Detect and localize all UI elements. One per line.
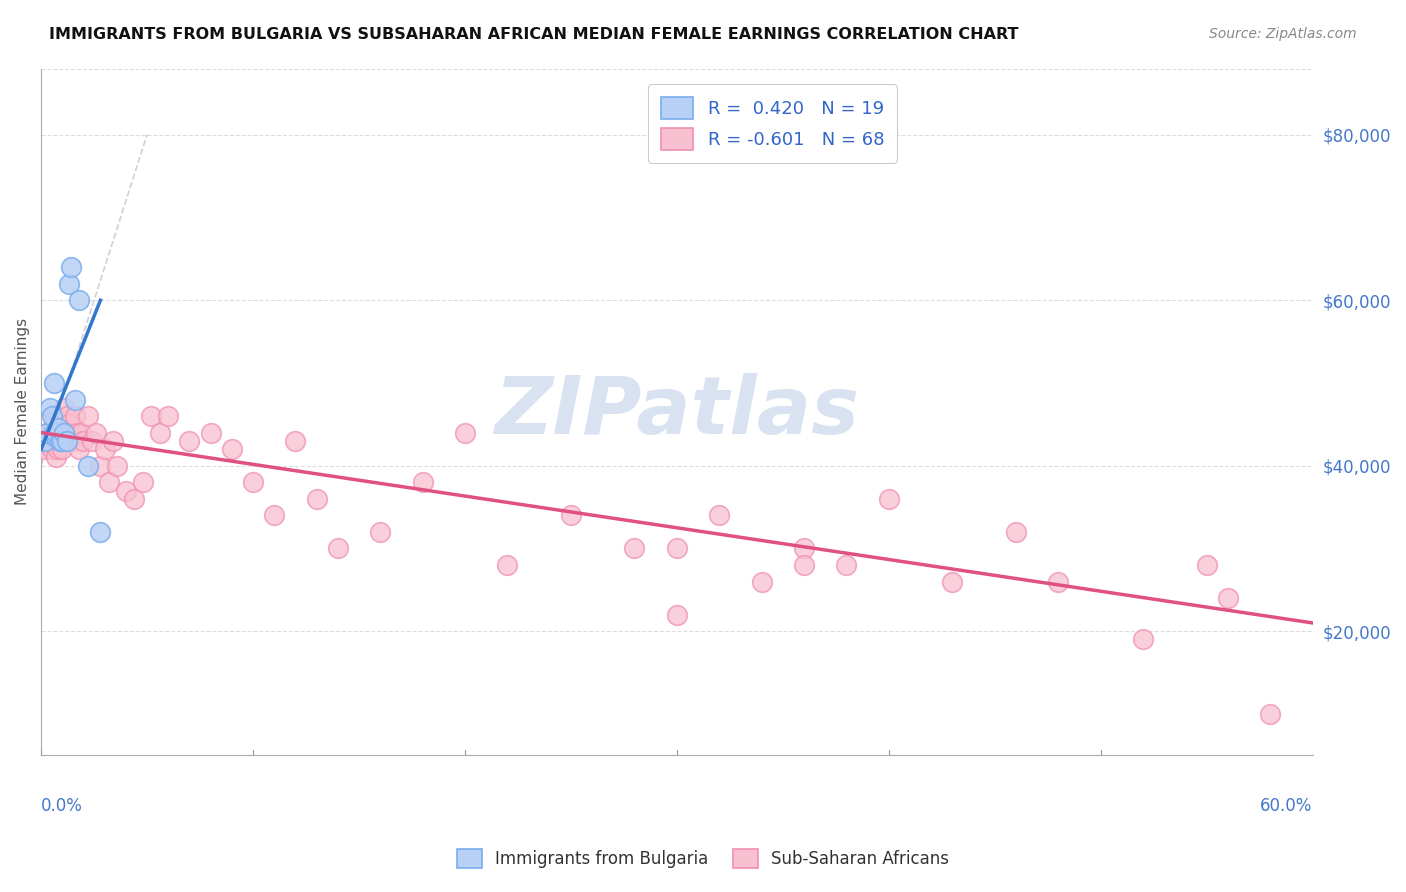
Point (45, 434, 67, 448)
Point (97, 475, 120, 490)
Point (941, 574, 963, 589)
Point (72, 434, 94, 448)
Text: IMMIGRANTS FROM BULGARIA VS SUBSAHARAN AFRICAN MEDIAN FEMALE EARNINGS CORRELATIO: IMMIGRANTS FROM BULGARIA VS SUBSAHARAN A… (49, 27, 1019, 42)
Point (1216, 591, 1239, 606)
Point (141, 409, 163, 423)
Text: Source: ZipAtlas.com: Source: ZipAtlas.com (1209, 27, 1357, 41)
Point (67, 293, 90, 308)
Point (665, 541, 688, 556)
Point (496, 558, 519, 572)
Point (45, 425, 67, 440)
Point (179, 434, 201, 448)
Point (326, 541, 349, 556)
Point (38, 434, 60, 448)
Point (42, 409, 65, 423)
Point (42, 376, 65, 390)
Point (42, 425, 65, 440)
Y-axis label: Median Female Earnings: Median Female Earnings (15, 318, 30, 506)
Point (115, 483, 138, 498)
Point (49, 434, 72, 448)
Point (751, 574, 773, 589)
Point (263, 508, 285, 523)
Point (89, 524, 111, 539)
Legend: R =  0.420   N = 19, R = -0.601   N = 68: R = 0.420 N = 19, R = -0.601 N = 68 (648, 85, 897, 162)
Point (84, 425, 107, 440)
Point (34, 442, 56, 457)
Point (1258, 706, 1281, 721)
Point (1195, 558, 1218, 572)
Point (284, 434, 307, 448)
Point (1005, 524, 1028, 539)
Point (46, 430, 69, 444)
Point (793, 558, 815, 572)
Point (46, 442, 69, 457)
Point (242, 475, 264, 490)
Point (45, 430, 67, 444)
Point (46, 421, 69, 435)
Point (42, 417, 65, 432)
Legend: Immigrants from Bulgaria, Sub-Saharan Africans: Immigrants from Bulgaria, Sub-Saharan Af… (450, 842, 956, 875)
Point (51, 434, 73, 448)
Point (63, 392, 86, 407)
Point (93, 442, 115, 457)
Point (49, 425, 72, 440)
Point (157, 409, 180, 423)
Text: 60.0%: 60.0% (1260, 797, 1313, 814)
Point (53, 401, 76, 415)
Point (107, 458, 129, 473)
Point (51, 442, 73, 457)
Text: 0.0%: 0.0% (41, 797, 83, 814)
Point (59, 425, 82, 440)
Point (49, 434, 72, 448)
Point (55, 409, 77, 423)
Point (835, 558, 858, 572)
Point (76, 409, 98, 423)
Point (41, 425, 63, 440)
Point (560, 508, 582, 523)
Point (32, 434, 55, 448)
Point (41, 409, 63, 423)
Point (41, 442, 63, 457)
Point (63, 409, 86, 423)
Point (76, 458, 98, 473)
Point (1132, 632, 1154, 647)
Point (34, 434, 56, 448)
Point (665, 607, 688, 622)
Point (55, 434, 77, 448)
Point (58, 417, 80, 432)
Point (124, 491, 146, 506)
Point (623, 541, 645, 556)
Point (37, 425, 59, 440)
Point (38, 401, 60, 415)
Point (37, 425, 59, 440)
Point (67, 442, 90, 457)
Point (412, 475, 434, 490)
Point (59, 260, 82, 274)
Point (132, 475, 155, 490)
Point (101, 434, 124, 448)
Point (1047, 574, 1070, 589)
Point (454, 425, 477, 440)
Point (58, 277, 80, 291)
Point (89, 458, 111, 473)
Point (66, 425, 89, 440)
Point (62, 434, 84, 448)
Point (45, 450, 67, 465)
Point (53, 425, 76, 440)
Point (305, 491, 328, 506)
Point (70, 425, 93, 440)
Text: ZIPatlas: ZIPatlas (495, 373, 859, 451)
Point (149, 425, 172, 440)
Point (793, 541, 815, 556)
Point (200, 425, 222, 440)
Point (709, 508, 731, 523)
Point (221, 442, 243, 457)
Point (877, 491, 900, 506)
Point (80, 434, 103, 448)
Point (368, 524, 391, 539)
